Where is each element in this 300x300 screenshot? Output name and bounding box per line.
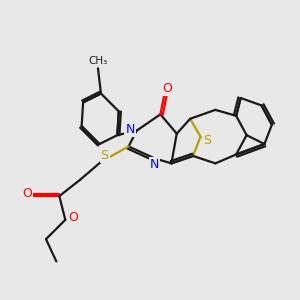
Text: O: O bbox=[69, 211, 79, 224]
Text: O: O bbox=[162, 82, 172, 95]
Text: S: S bbox=[203, 134, 211, 147]
Text: N: N bbox=[150, 158, 159, 171]
Text: S: S bbox=[100, 149, 109, 162]
Text: O: O bbox=[22, 187, 32, 200]
Text: N: N bbox=[125, 123, 135, 136]
Text: CH₃: CH₃ bbox=[88, 56, 108, 66]
